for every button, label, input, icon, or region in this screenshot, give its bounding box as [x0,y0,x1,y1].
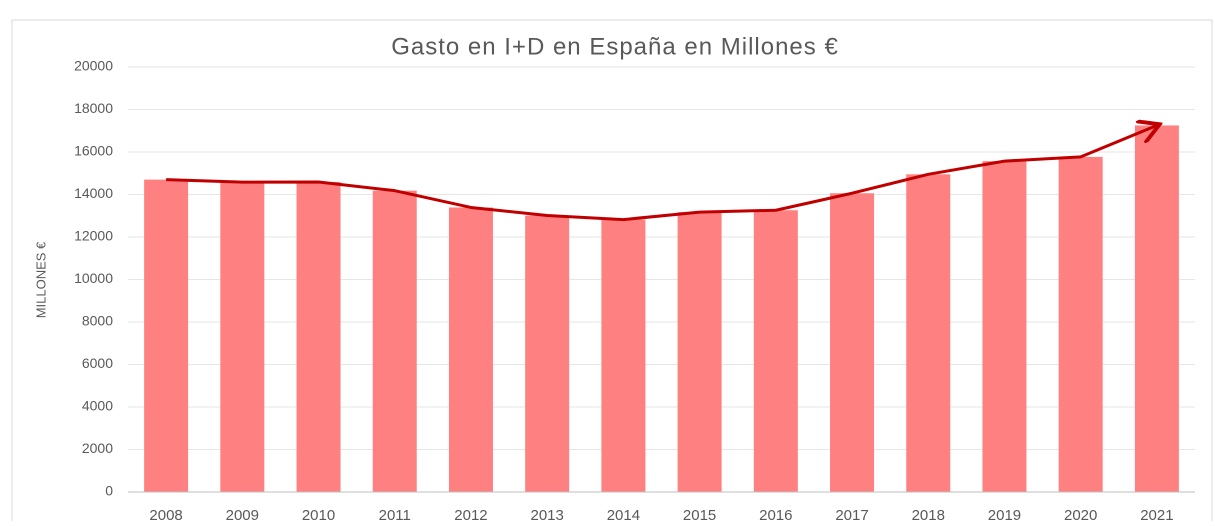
bar [753,210,798,492]
x-tick-label: 2013 [530,507,563,521]
bar [372,190,417,493]
x-tick-label: 2020 [1064,507,1097,521]
x-tick-label: 2009 [226,507,259,521]
x-tick-label: 2011 [379,507,411,521]
x-tick-label: 2018 [912,507,945,521]
bar [906,174,951,492]
x-tick-label: 2010 [302,507,335,521]
x-tick-label: 2019 [988,507,1021,521]
x-tick-label: 2012 [454,507,487,521]
y-tick-label: 18000 [74,100,113,116]
y-tick-label: 16000 [74,143,113,159]
y-tick-label: 12000 [74,228,113,244]
bar [830,193,875,492]
chart-frame [11,19,1213,526]
y-tick-label: 8000 [82,313,113,329]
bar [677,212,722,492]
y-tick-label: 4000 [82,398,113,414]
bar [1134,125,1179,492]
x-tick-label: 2014 [607,507,640,521]
bar [296,181,341,492]
x-tick-label: 2008 [149,507,182,521]
bar [220,182,265,493]
x-tick-label: 2017 [835,507,868,521]
x-tick-label: 2021 [1140,507,1173,521]
bar [448,207,493,492]
y-axis-label: MILLONES € [33,241,48,318]
y-tick-label: 6000 [82,355,113,371]
bar [144,179,189,492]
chart-title: Gasto en I+D en España en Millones € [391,33,839,60]
y-tick-label: 14000 [74,185,113,201]
trend-line [166,125,1157,222]
bar [601,219,646,492]
bar [1058,156,1103,492]
y-tick-label: 20000 [74,58,113,74]
y-tick-label: 0 [105,483,113,499]
bar [525,215,570,492]
bar [982,161,1027,492]
y-tick-label: 10000 [74,270,113,286]
x-tick-label: 2016 [759,507,792,521]
y-tick-label: 2000 [82,440,113,456]
x-tick-label: 2015 [683,507,716,521]
